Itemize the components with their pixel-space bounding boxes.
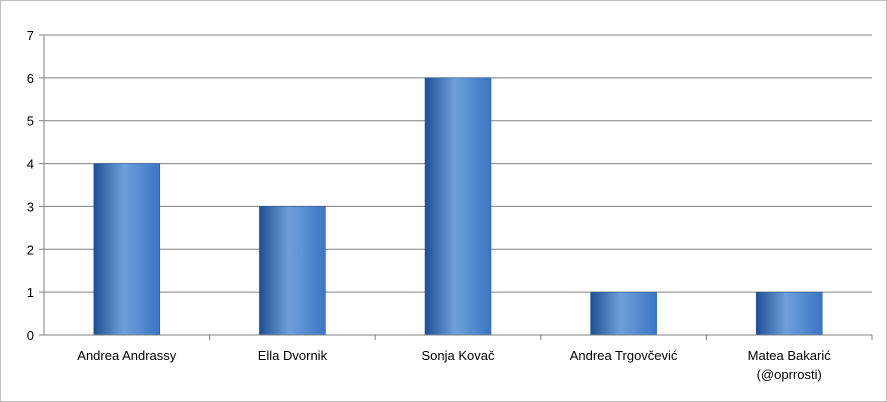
x-tick-label: Matea Bakarić xyxy=(748,348,832,363)
x-tick-label: (@oprrosti) xyxy=(757,367,822,382)
bar xyxy=(93,163,161,336)
y-tick-label: 1 xyxy=(27,285,34,300)
bar xyxy=(590,291,657,336)
y-tick-label: 3 xyxy=(27,199,34,214)
y-tick-label: 0 xyxy=(27,328,34,343)
y-tick-label: 6 xyxy=(27,71,34,86)
x-tick-label: Sonja Kovač xyxy=(422,348,495,363)
y-tick-label: 4 xyxy=(27,157,34,172)
axes xyxy=(43,35,873,340)
x-tick-label: Andrea Trgovčević xyxy=(570,348,678,363)
bar xyxy=(424,77,492,336)
y-tick-label: 2 xyxy=(27,242,34,257)
y-tick-labels: 0 1 2 3 4 5 6 7 xyxy=(27,28,34,343)
bars xyxy=(93,77,823,336)
y-tick-label: 7 xyxy=(27,28,34,43)
bar xyxy=(755,291,823,336)
y-tick-label: 5 xyxy=(27,114,34,129)
x-tick-labels: Andrea Andrassy Ella Dvornik Sonja Kovač An… xyxy=(77,348,831,382)
x-tick-label: Ella Dvornik xyxy=(258,348,328,363)
x-tick-label: Andrea Andrassy xyxy=(77,348,177,363)
bar xyxy=(259,206,326,336)
